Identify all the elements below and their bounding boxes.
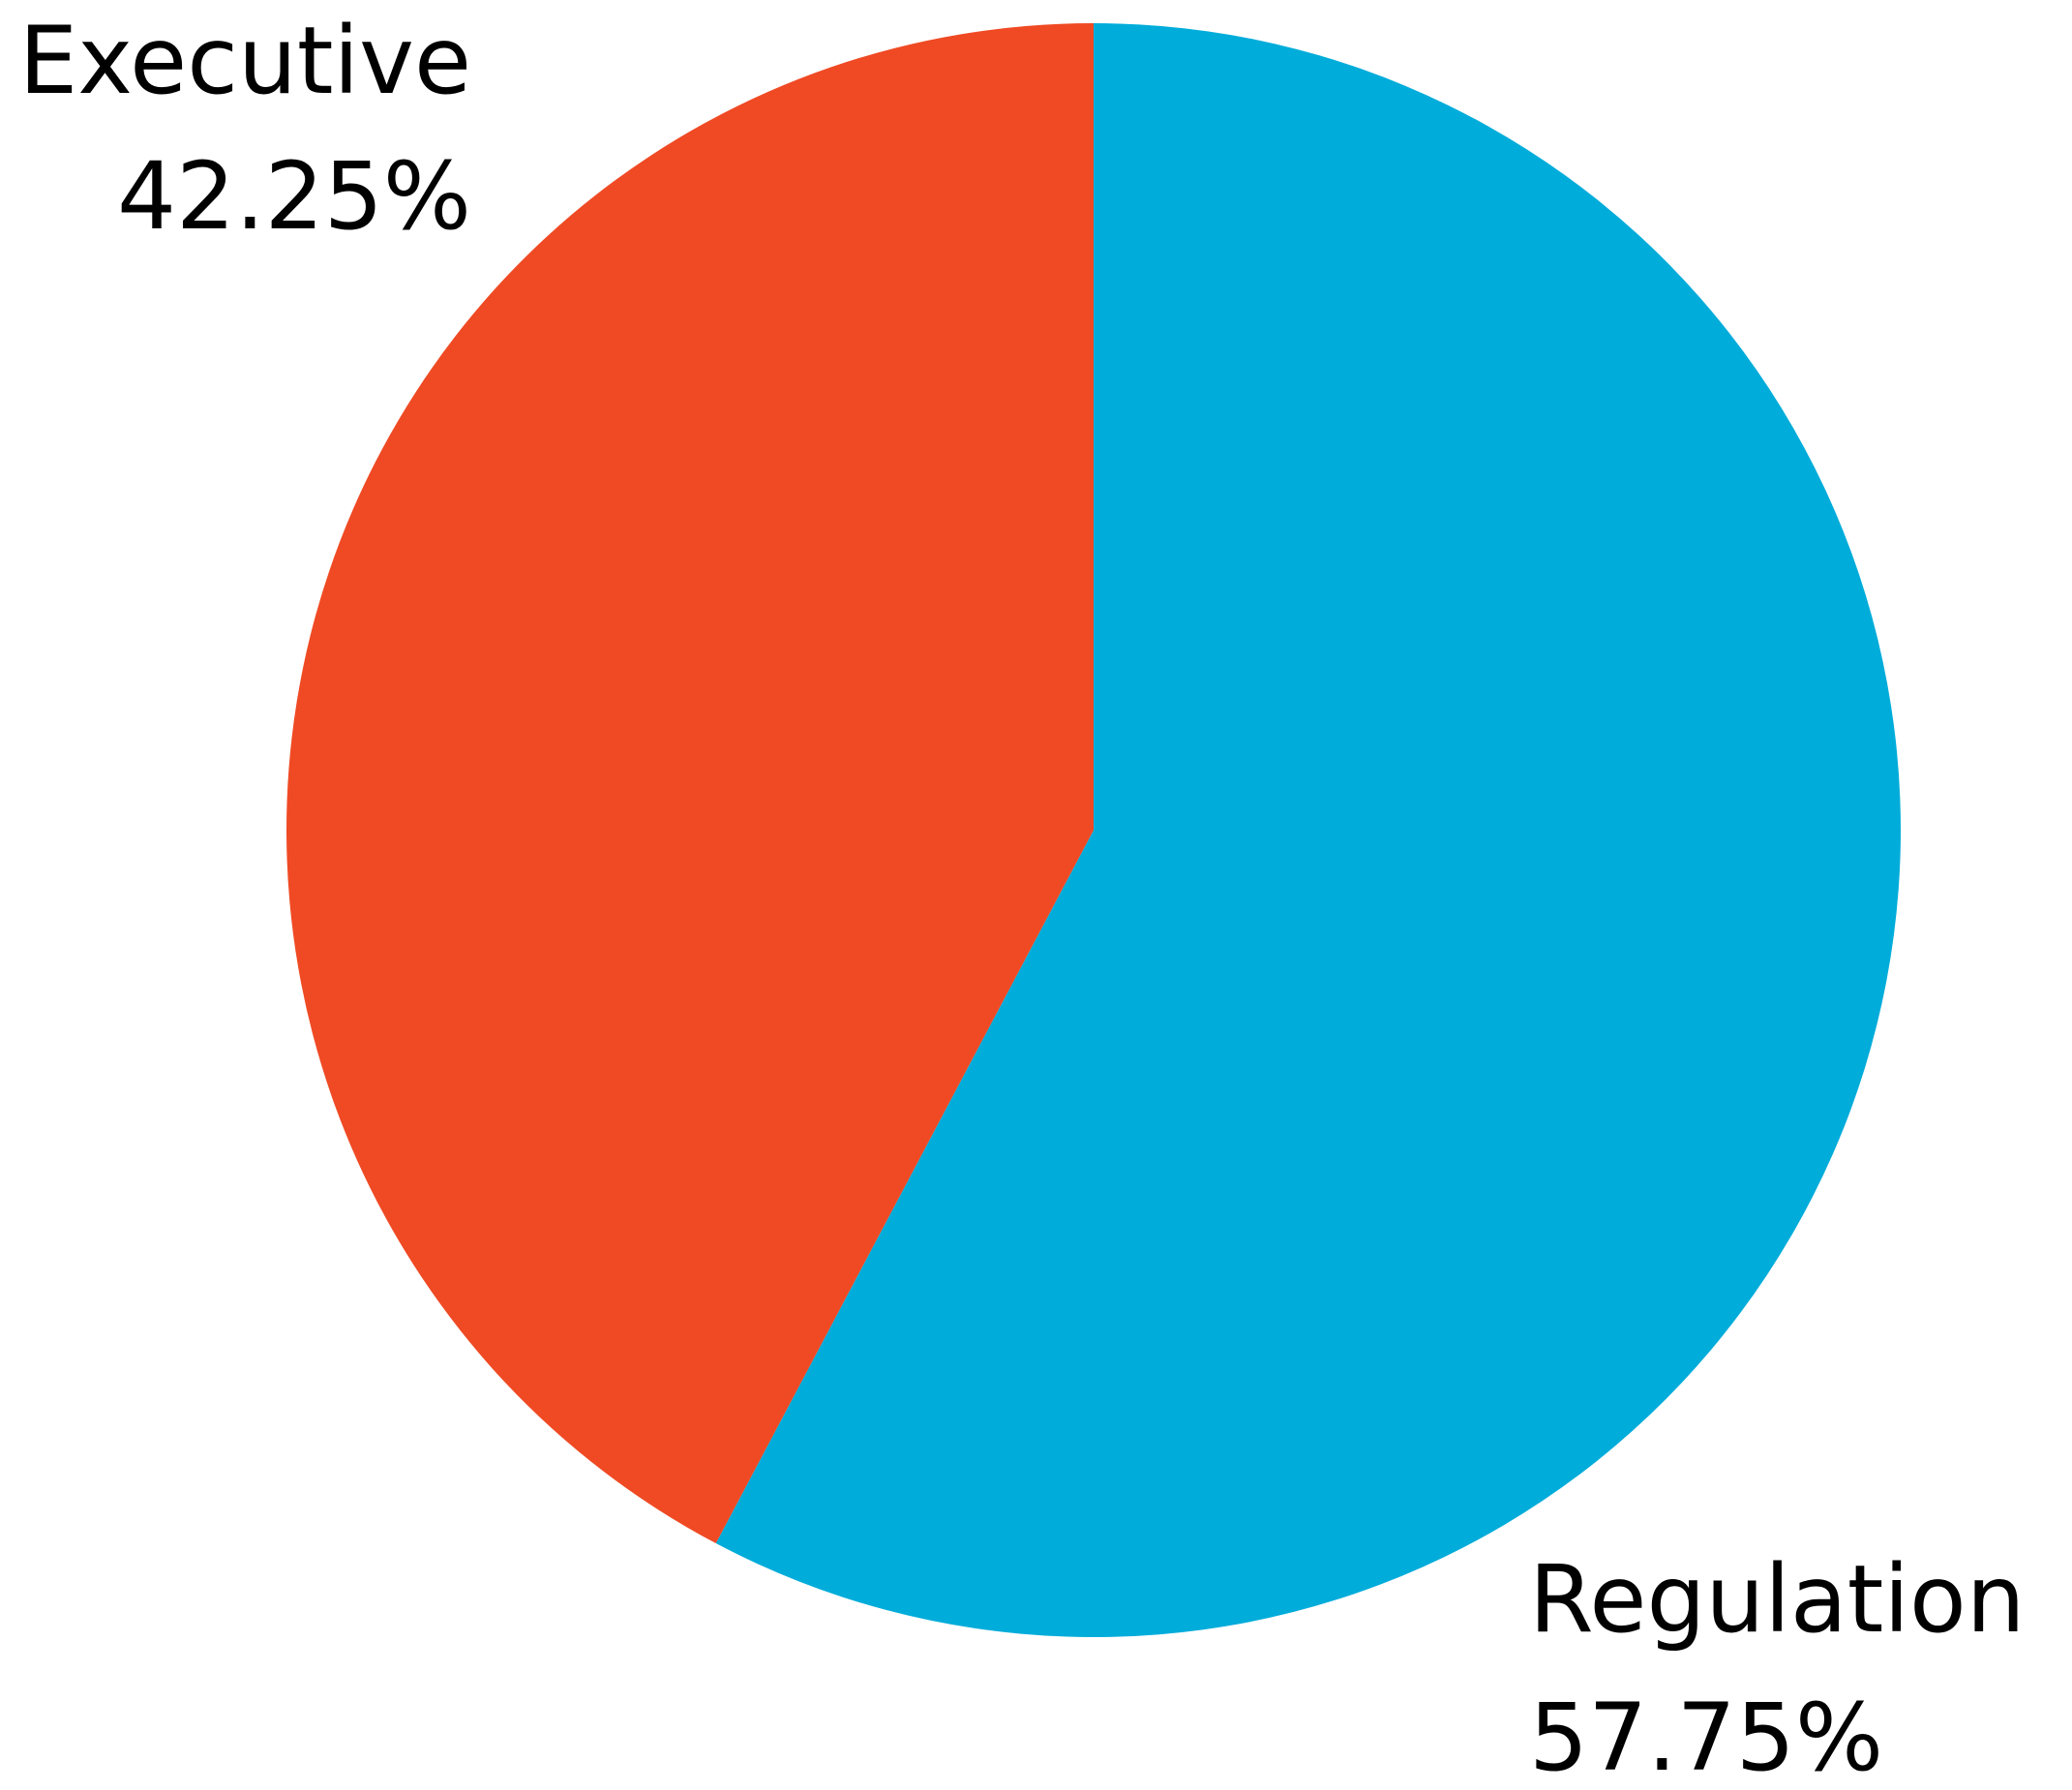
slice-value-regulation: 57.75%: [1529, 1684, 1883, 1790]
pie-slice-regulation: [715, 23, 1901, 1637]
slice-label-regulation: Regulation: [1529, 1545, 2026, 1654]
pie-slice-executive: [285, 23, 1094, 1544]
slice-label-executive: Executive: [19, 7, 471, 115]
pie-slices: [285, 23, 1901, 1637]
slice-value-executive: 42.25%: [117, 142, 471, 251]
